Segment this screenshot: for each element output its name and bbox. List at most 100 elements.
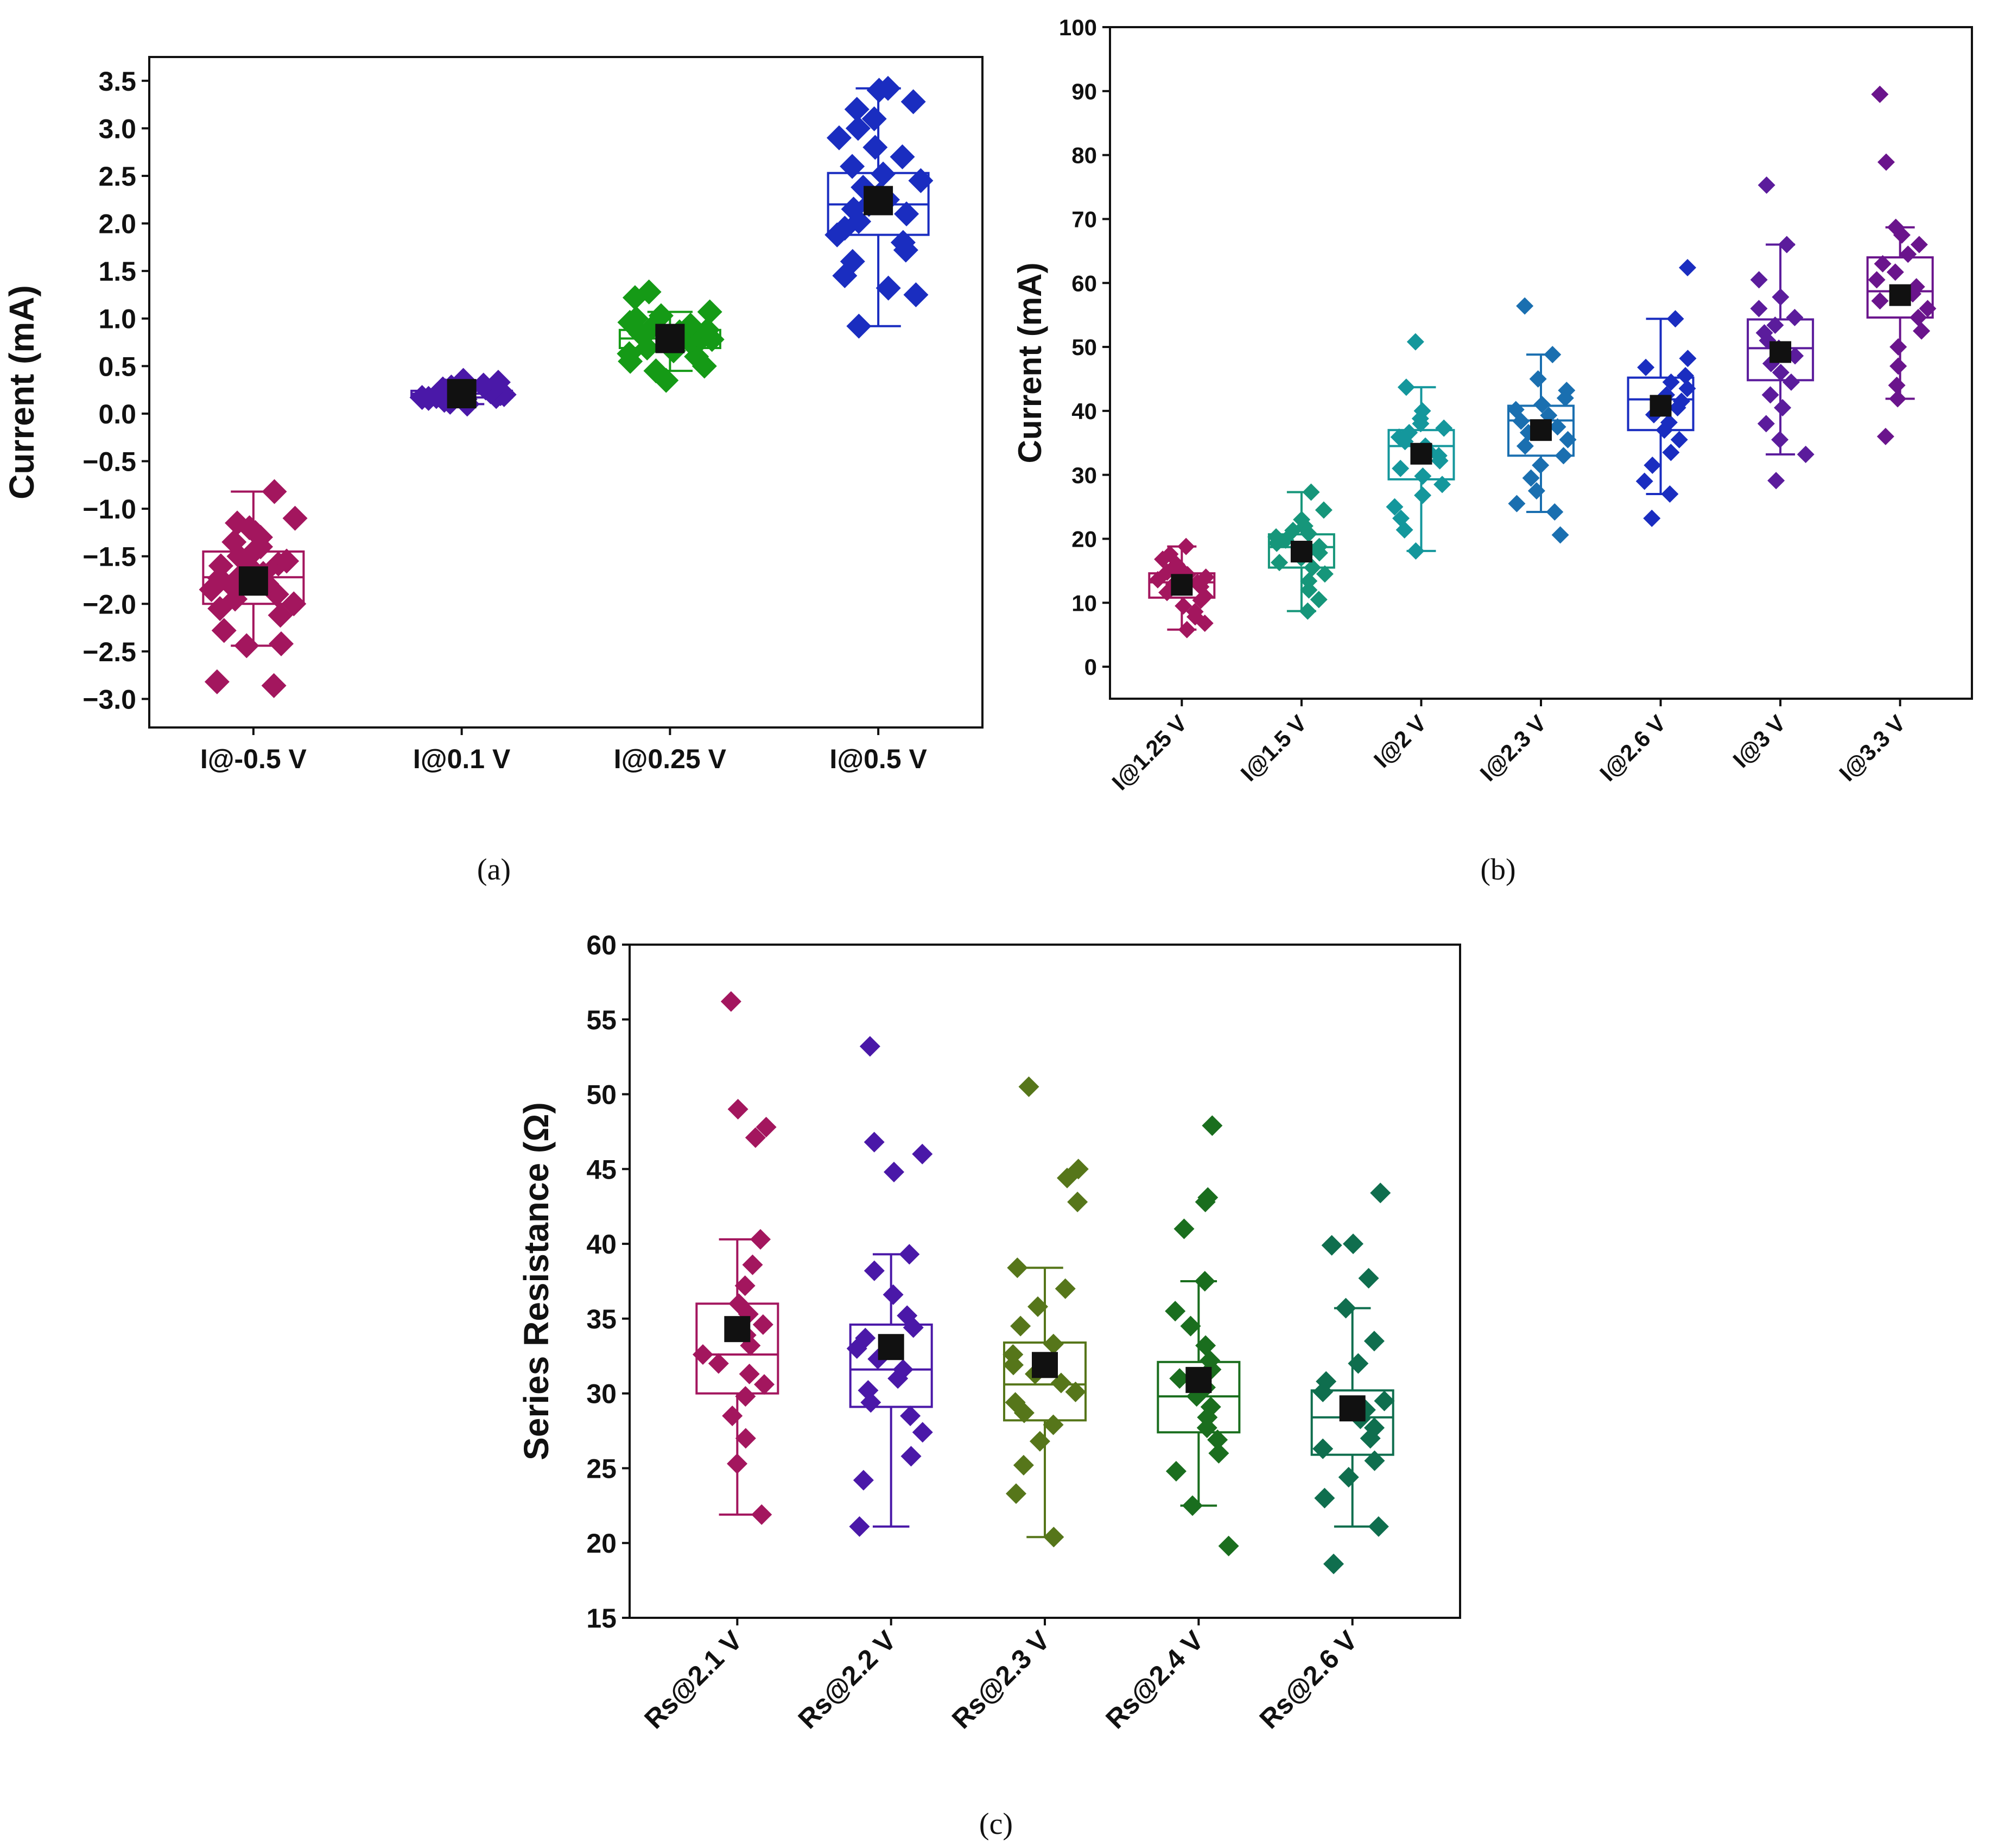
data-point	[1529, 370, 1547, 388]
data-point	[1782, 373, 1800, 391]
box-group	[617, 279, 725, 393]
data-point	[1644, 456, 1661, 474]
x-tick-label: I@0.5 V	[829, 744, 927, 774]
data-point	[1750, 271, 1768, 289]
y-tick-label: 2.0	[98, 209, 136, 239]
data-point	[1662, 373, 1680, 391]
box-group	[692, 991, 779, 1525]
y-tick-label: 50	[1071, 334, 1097, 360]
mean-marker	[1769, 341, 1792, 363]
data-point	[226, 543, 252, 569]
data-point	[1679, 258, 1697, 276]
data-point	[1207, 1429, 1228, 1451]
data-point	[1271, 554, 1289, 572]
data-point	[211, 618, 237, 643]
data-point	[1750, 300, 1768, 318]
data-point	[1067, 1191, 1088, 1212]
data-point	[735, 1428, 756, 1449]
data-point	[1555, 447, 1572, 465]
data-point	[1677, 367, 1695, 385]
y-tick-label: 80	[1071, 143, 1097, 168]
data-point	[862, 135, 888, 160]
data-point	[1363, 1331, 1385, 1352]
y-tick-label: 0.5	[98, 351, 136, 382]
data-point	[894, 201, 919, 227]
data-point	[1027, 1296, 1049, 1317]
data-point	[262, 479, 287, 504]
data-point	[1364, 1450, 1385, 1471]
data-point	[1670, 431, 1688, 448]
data-point	[1888, 376, 1906, 394]
mean-marker	[1290, 541, 1312, 563]
y-tick-label: −1.5	[83, 542, 136, 572]
data-point	[1877, 153, 1895, 171]
y-tick-label: 35	[586, 1304, 617, 1334]
y-tick-label: 60	[586, 930, 617, 960]
data-point	[1558, 382, 1576, 400]
data-point	[225, 510, 250, 536]
data-point	[1316, 1371, 1337, 1392]
data-point	[643, 358, 669, 384]
data-point	[727, 1453, 748, 1474]
data-point	[1755, 324, 1773, 342]
data-point	[1338, 1466, 1359, 1488]
data-point	[1343, 1233, 1363, 1255]
panel-c-label: (c)	[979, 1807, 1013, 1841]
data-point	[1887, 218, 1905, 236]
data-point	[858, 1380, 879, 1401]
y-tick-label: 0.0	[98, 399, 136, 429]
data-point	[1899, 245, 1917, 263]
y-tick-label: 90	[1071, 79, 1097, 104]
mean-marker	[1032, 1352, 1058, 1378]
data-point	[1208, 1442, 1229, 1464]
data-point	[1643, 509, 1661, 527]
data-point	[908, 168, 934, 193]
data-point	[1202, 1115, 1223, 1136]
data-point	[1767, 472, 1785, 490]
data-point	[890, 144, 915, 169]
mean-marker	[1185, 1366, 1212, 1393]
box-group	[1866, 85, 1937, 445]
data-point	[890, 230, 916, 255]
mean-marker	[447, 379, 477, 409]
data-point	[1660, 414, 1678, 432]
data-point	[1876, 427, 1894, 445]
data-point	[1392, 459, 1410, 477]
data-point	[752, 1314, 773, 1335]
data-point	[1886, 263, 1904, 281]
data-point	[1195, 1335, 1216, 1356]
data-point	[1175, 597, 1192, 615]
data-point	[1374, 1390, 1395, 1412]
data-point	[1358, 1268, 1379, 1289]
data-point	[1778, 236, 1796, 254]
data-point	[1771, 431, 1789, 448]
data-point	[859, 1036, 880, 1057]
data-point	[900, 1446, 922, 1467]
data-point	[754, 1374, 775, 1395]
data-point	[1874, 255, 1892, 273]
data-point	[1414, 486, 1432, 504]
mean-marker	[878, 1334, 904, 1360]
data-point	[840, 249, 865, 274]
data-point	[1043, 1333, 1064, 1355]
data-point	[853, 1470, 874, 1491]
data-point	[900, 1406, 921, 1426]
data-point	[1302, 483, 1320, 501]
data-point	[1907, 278, 1925, 296]
data-point	[1165, 1301, 1186, 1322]
data-point	[1532, 456, 1550, 474]
mean-marker	[1530, 419, 1552, 441]
data-point	[1637, 358, 1655, 376]
data-point	[221, 529, 247, 555]
data-point	[1546, 503, 1564, 521]
data-point	[485, 370, 511, 395]
data-point	[1323, 1553, 1344, 1574]
data-point	[274, 548, 300, 574]
data-point	[1003, 1344, 1024, 1365]
data-point	[623, 306, 649, 331]
data-point	[1169, 1368, 1190, 1389]
data-point	[1772, 364, 1790, 382]
x-tick-label: I@-0.5 V	[200, 744, 307, 774]
data-point	[1068, 1159, 1089, 1180]
y-tick-label: −3.0	[83, 684, 136, 714]
